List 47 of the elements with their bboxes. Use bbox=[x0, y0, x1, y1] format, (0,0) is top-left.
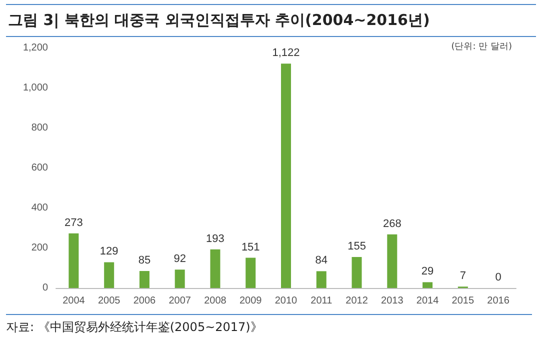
x-tick-label: 2010 bbox=[274, 296, 298, 306]
data-label: 92 bbox=[174, 253, 186, 266]
x-tick-label: 2011 bbox=[310, 296, 333, 306]
x-tick-label: 2008 bbox=[204, 296, 227, 306]
bar bbox=[210, 249, 220, 288]
bar bbox=[104, 262, 114, 288]
bar bbox=[139, 271, 150, 288]
x-tick-label: 2006 bbox=[133, 296, 156, 306]
bar bbox=[352, 257, 362, 288]
data-label: 1,122 bbox=[272, 47, 300, 60]
data-label: 151 bbox=[241, 241, 260, 254]
x-tick-label: 2015 bbox=[452, 296, 474, 306]
x-tick-label: 2013 bbox=[381, 296, 404, 306]
bar bbox=[281, 64, 291, 288]
y-tick-label: 200 bbox=[31, 242, 48, 254]
annotation: (단위: 만 달러) bbox=[451, 41, 512, 53]
bar bbox=[68, 233, 79, 288]
y-tick-label: 1,000 bbox=[22, 82, 48, 94]
data-label: 7 bbox=[460, 270, 466, 282]
data-label: 155 bbox=[348, 240, 366, 252]
bar bbox=[422, 282, 433, 288]
y-tick-label: 800 bbox=[31, 122, 48, 134]
x-tick-label: 2005 bbox=[98, 296, 121, 306]
data-label: 268 bbox=[382, 218, 402, 230]
y-tick-label: 0 bbox=[42, 282, 48, 294]
bar bbox=[174, 270, 185, 288]
x-tick-label: 2009 bbox=[239, 296, 262, 306]
data-label: 84 bbox=[315, 254, 328, 267]
bar bbox=[387, 234, 398, 288]
bar bbox=[246, 258, 256, 288]
chart-title: 그림 3| 북한의 대중국 외국인직접투자 추이(2004~2016년) bbox=[6, 4, 536, 37]
data-label: 193 bbox=[206, 232, 224, 245]
data-label: 273 bbox=[64, 216, 83, 229]
data-label: 0 bbox=[495, 272, 502, 284]
y-tick-label: 1,200 bbox=[22, 42, 48, 54]
bar bbox=[316, 271, 326, 288]
text: 자료: 《中国贸易外经统计年鉴(2005~2017)》 bbox=[6, 314, 532, 336]
x-tick-label: 2004 bbox=[62, 296, 86, 306]
x-tick-label: 2007 bbox=[168, 296, 192, 306]
y-tick-label: 400 bbox=[31, 202, 48, 214]
y-tick-label: 600 bbox=[31, 162, 48, 174]
data-label: 29 bbox=[421, 266, 434, 278]
x-tick-label: 2016 bbox=[487, 296, 510, 306]
data-label: 85 bbox=[138, 254, 151, 266]
x-tick-label: 2012 bbox=[346, 296, 368, 306]
data-label: 129 bbox=[100, 246, 118, 258]
x-tick-label: 2014 bbox=[416, 296, 440, 306]
